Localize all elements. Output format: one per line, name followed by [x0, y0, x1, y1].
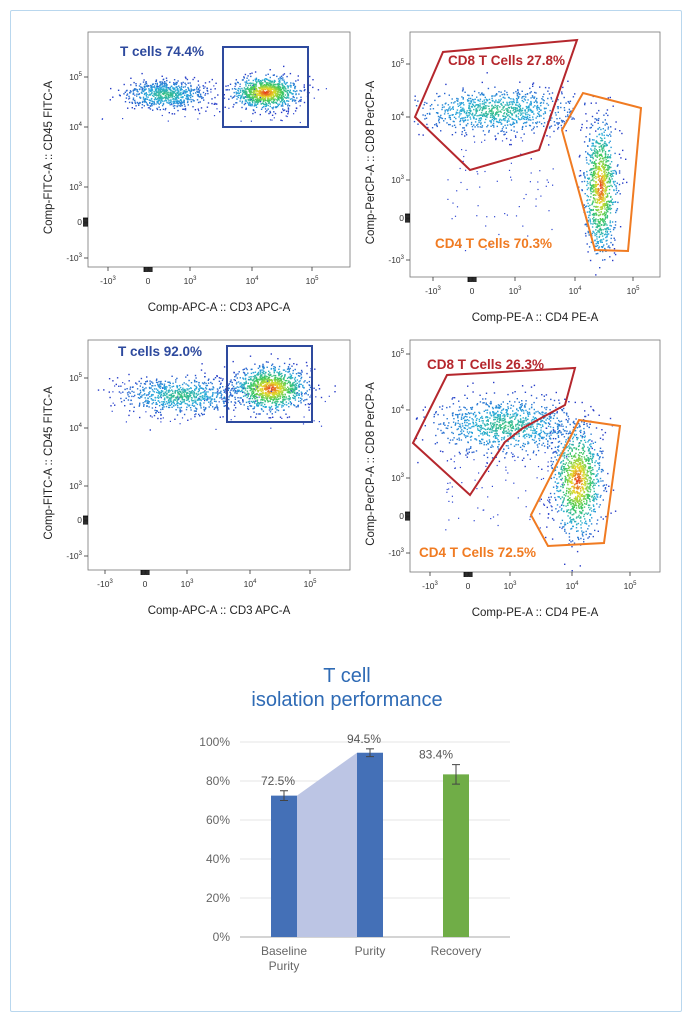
y-tick-label: 103 [69, 182, 82, 192]
plot-frame [409, 31, 661, 278]
facs-plot-svg: CD8 T Cells 27.8% CD4 T Cells 70.3% -103 0 1… [365, 31, 661, 324]
x-tick-label: 105 [304, 579, 317, 589]
gate-cd8-t-cells [411, 366, 577, 497]
gate-cd8-t-cells [413, 38, 579, 172]
y-tick-label: 80% [206, 774, 230, 788]
y-axis-title: Comp-FITC-A :: CD45 FITC-A [43, 81, 55, 235]
y-tick-label: 103 [391, 175, 404, 185]
event-dots [413, 72, 628, 276]
y-tick-label: 60% [206, 813, 230, 827]
x-tick-label: 105 [306, 276, 319, 286]
x-tick-label: -103 [97, 579, 113, 589]
gate-label: T cells 92.0% [118, 344, 202, 359]
y-tick-label: 20% [206, 891, 230, 905]
x-tick-label: -103 [425, 286, 441, 296]
y-tick-label: -103 [388, 548, 404, 558]
y-tick-label: 105 [391, 59, 404, 69]
gate-t-cells [222, 46, 309, 128]
plot-frame [409, 339, 661, 573]
x-tick-label: 104 [569, 286, 582, 296]
gate-t-cells [226, 345, 313, 423]
y-axis-title: Comp-FITC-A :: CD45 FITC-A [43, 386, 55, 540]
category-label: Baseline Purity [261, 944, 307, 973]
facs-panel-cd4-cd8-before: CD8 T Cells 27.8% CD4 T Cells 70.3% -103 0 1… [355, 22, 665, 324]
x-tick-label: 0 [143, 579, 148, 589]
y-tick-label: 0 [399, 511, 404, 521]
y-tick-label: 105 [69, 72, 82, 82]
error-bar [452, 764, 460, 785]
event-dots [101, 65, 327, 124]
plot-frame [87, 31, 351, 268]
facs-plot-svg: CD8 T Cells 26.3% CD4 T Cells 72.5% -103 0 1… [365, 339, 661, 619]
gate-label: CD4 T Cells 70.3% [435, 236, 552, 251]
y-tick-label: 0 [399, 213, 404, 223]
y-tick-label: -103 [66, 551, 82, 561]
y-tick-label: 103 [69, 481, 82, 491]
category-label: Purity [355, 944, 386, 958]
facs-plot-svg: T cells 74.4% -103 0 103 104 105 105 104 103 0 -10… [43, 31, 351, 314]
category-label: Recovery [431, 944, 482, 958]
facs-panel-cd3-cd45-before: T cells 74.4% -103 0 103 104 105 105 104 103 0 -10… [30, 22, 351, 322]
y-tick-label: -103 [388, 255, 404, 265]
error-bar [280, 790, 288, 801]
y-tick-label: -103 [66, 253, 82, 263]
x-tick-label: 104 [566, 581, 579, 591]
y-tick-label: 100% [199, 735, 230, 749]
x-tick-label: 105 [627, 286, 640, 296]
facs-panel-cd3-cd45-after: T cells 92.0% -103 0 103 104 105 105 104 103 0 -10… [30, 330, 351, 620]
x-tick-label: 105 [624, 581, 637, 591]
y-tick-label: 104 [391, 112, 404, 122]
y-tick-label: 105 [391, 349, 404, 359]
y-axis-title: Comp-PerCP-A :: CD8 PerCP-A [365, 80, 377, 244]
gate-cd4-t-cells [560, 91, 643, 253]
y-tick-label: 40% [206, 852, 230, 866]
x-axis-title: Comp-PE-A :: CD4 PE-A [472, 312, 599, 324]
x-axis-title: Comp-PE-A :: CD4 PE-A [472, 607, 599, 619]
performance-title: T cell isolation performance [0, 664, 694, 712]
x-tick-label: 103 [181, 579, 194, 589]
x-axis-title: Comp-APC-A :: CD3 APC-A [148, 605, 291, 617]
error-bar [366, 748, 374, 758]
x-tick-label: 103 [509, 286, 522, 296]
gate-label: CD8 T Cells 26.3% [427, 357, 544, 372]
bar-value-label: 83.4% [419, 748, 453, 762]
bar-baseline-purity [271, 795, 297, 937]
bar-value-label: 94.5% [347, 732, 381, 746]
x-tick-label: -103 [100, 276, 116, 286]
y-tick-label: 104 [391, 405, 404, 415]
performance-title-line1: T cell [323, 665, 371, 687]
x-axis-title: Comp-APC-A :: CD3 APC-A [148, 302, 291, 314]
y-tick-label: 0 [77, 515, 82, 525]
y-tick-label: 104 [69, 122, 82, 132]
y-tick-label: 103 [391, 473, 404, 483]
isolation-performance-bar-chart: 0% 20% 40% 60% 80% 100% 72.5% Baseline Purity 94.… [199, 732, 510, 973]
x-tick-label: 104 [246, 276, 259, 286]
x-tick-label: 0 [146, 276, 151, 286]
x-tick-label: 104 [244, 579, 257, 589]
x-tick-label: 0 [470, 286, 475, 296]
facs-plot-svg: T cells 92.0% -103 0 103 104 105 105 104 103 0 -10… [43, 339, 351, 617]
y-tick-label: 104 [69, 423, 82, 433]
purity-improvement-band [297, 752, 357, 937]
x-tick-label: 103 [504, 581, 517, 591]
y-tick-label: 0 [77, 217, 82, 227]
y-tick-label: 0% [213, 930, 231, 944]
y-axis-title: Comp-PerCP-A :: CD8 PerCP-A [365, 382, 377, 546]
bar-recovery [443, 774, 469, 937]
gate-label: T cells 74.4% [120, 44, 204, 59]
performance-title-line2: isolation performance [251, 689, 443, 711]
x-tick-label: -103 [422, 581, 438, 591]
gate-label: CD4 T Cells 72.5% [419, 545, 536, 560]
gate-label: CD8 T Cells 27.8% [448, 53, 565, 68]
figure-frame [10, 10, 682, 1012]
y-tick-label: 105 [69, 373, 82, 383]
gate-cd4-t-cells [529, 418, 622, 548]
plot-frame [87, 339, 351, 571]
x-tick-label: 103 [184, 276, 197, 286]
bar-value-label: 72.5% [261, 774, 295, 788]
x-tick-label: 0 [466, 581, 471, 591]
facs-panel-cd4-cd8-after: CD8 T Cells 26.3% CD4 T Cells 72.5% -103 0 1… [355, 330, 665, 620]
event-dots [97, 353, 336, 431]
bar-purity [357, 752, 383, 937]
